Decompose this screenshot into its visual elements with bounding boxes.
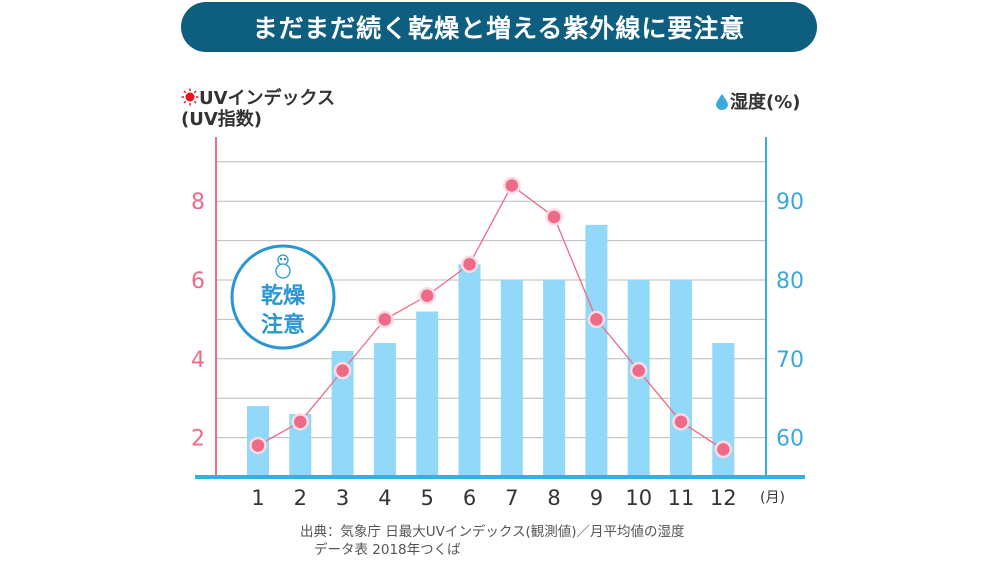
- humidity-bar-2: [289, 413, 312, 477]
- x-axis-ticks: 1 2 3 4 5 6 7 8 9 10 11 12: [251, 486, 736, 510]
- left-axis-label-line1: UVインデックス: [199, 88, 336, 109]
- humidity-bar-8: [543, 280, 566, 477]
- humidity-bar-11: [670, 280, 692, 477]
- x-tick-label: 1: [251, 486, 264, 510]
- left-axis-label: UVインデックス (UV指数): [181, 88, 335, 130]
- uv-line-series: [249, 176, 733, 459]
- x-tick-label: 8: [547, 486, 560, 510]
- source-line2: データ表 2018年つくば: [314, 542, 461, 558]
- left-tick-label: 6: [191, 269, 205, 294]
- humidity-bar-9: [585, 224, 608, 477]
- uv-line: [257, 184, 724, 450]
- humidity-bar-4: [373, 343, 396, 477]
- uv-point-10: [629, 361, 648, 380]
- source-line1: 出典：気象庁 日最大UVインデックス(観測値)／月平均値の湿度: [300, 524, 685, 540]
- x-tick-label: 10: [625, 486, 652, 510]
- x-tick-label: 7: [505, 486, 518, 510]
- right-tick-label: 90: [776, 190, 804, 215]
- right-axis-label-text: 湿度(%): [730, 92, 801, 113]
- badge-line2: 注意: [261, 312, 305, 338]
- x-tick-label: 6: [463, 486, 476, 510]
- right-tick-label: 70: [776, 348, 804, 373]
- badge-line1: 乾燥: [261, 283, 306, 309]
- sun-icon: [181, 88, 199, 106]
- x-tick-label: 9: [590, 486, 603, 510]
- humidity-bar-3: [331, 350, 354, 477]
- uv-point-12: [714, 440, 733, 459]
- right-tick-label: 80: [776, 269, 804, 294]
- x-tick-label: 12: [710, 486, 737, 510]
- uv-point-3: [333, 361, 352, 380]
- uv-point-6: [460, 255, 479, 273]
- uv-point-2: [291, 413, 310, 431]
- left-tick-label: 8: [191, 190, 205, 215]
- chart-title: まだまだ続く乾燥と増える紫外線に要注意: [181, 2, 817, 52]
- water-drop-icon: [716, 94, 728, 110]
- dryness-warning-badge: 乾燥 注意: [230, 244, 336, 350]
- source-note: 出典：気象庁 日最大UVインデックス(観測値)／月平均値の湿度 データ表 201…: [300, 523, 685, 559]
- left-axis-label-line2: (UV指数): [181, 109, 262, 130]
- x-tick-label: 5: [421, 486, 434, 510]
- right-tick-label: 60: [776, 427, 804, 452]
- uv-point-1: [249, 436, 267, 455]
- x-tick-label: 4: [378, 486, 391, 510]
- uv-point-7: [503, 176, 521, 195]
- x-tick-label: 2: [294, 486, 307, 510]
- x-tick-label: 11: [668, 486, 695, 510]
- x-tick-label: 3: [336, 486, 349, 510]
- uv-point-5: [418, 287, 436, 305]
- uv-point-8: [545, 208, 563, 226]
- left-tick-label: 2: [191, 427, 205, 452]
- humidity-bar-7: [500, 280, 523, 477]
- left-tick-label: 4: [191, 348, 205, 373]
- humidity-bar-5: [416, 311, 439, 477]
- uv-point-11: [672, 413, 690, 431]
- x-axis-unit: (月): [760, 490, 785, 506]
- uv-point-9: [587, 310, 606, 329]
- right-axis-label: 湿度(%): [716, 88, 801, 114]
- right-axis-ticks: 60 70 80 90: [776, 190, 804, 451]
- uv-point-4: [376, 310, 394, 329]
- snowman-icon: [275, 254, 291, 279]
- humidity-bar-6: [458, 264, 481, 477]
- left-axis-ticks: 2 4 6 8: [191, 190, 205, 451]
